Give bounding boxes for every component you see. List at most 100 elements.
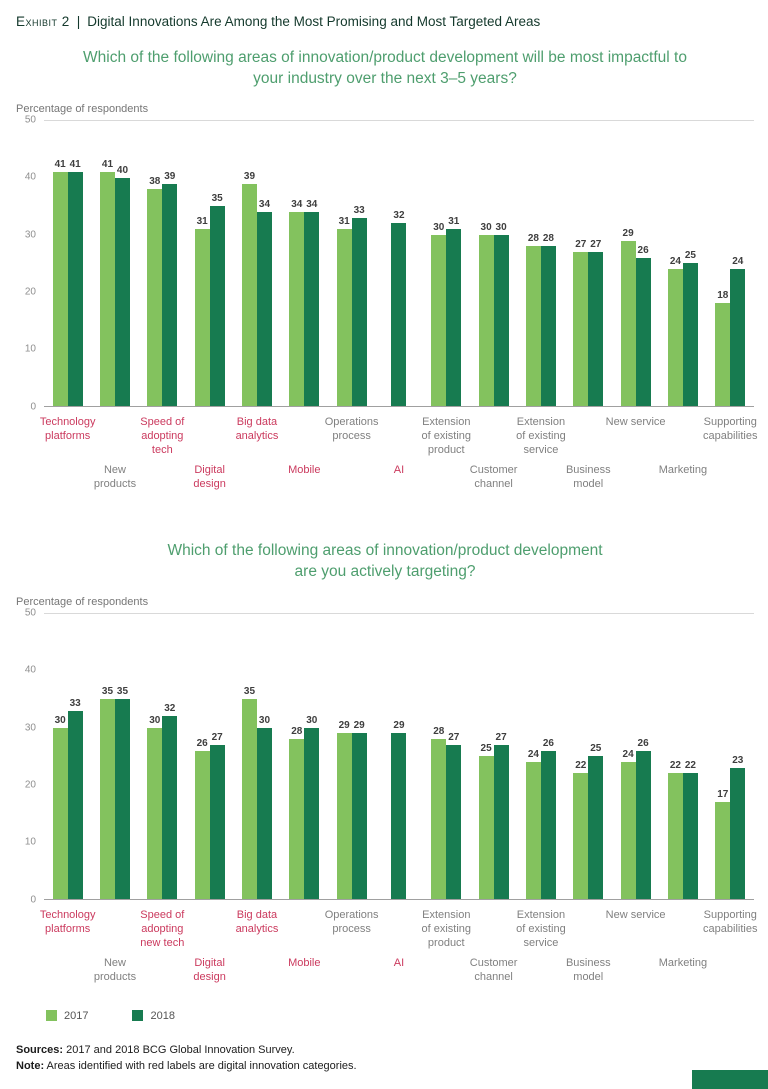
x-category-cell: Supporting capabilities <box>703 407 757 509</box>
x-category-cell: New service <box>606 900 666 1002</box>
bar-value-label: 30 <box>258 714 271 726</box>
bar-rect <box>336 229 352 406</box>
bar-2018: 30 <box>304 614 320 899</box>
bar-2018: 29 <box>391 614 407 899</box>
bar-2018: 27 <box>493 614 509 899</box>
bar-2017: 28 <box>525 121 541 406</box>
bar-2017: 31 <box>194 121 210 406</box>
x-category-cell: Extension of existing product <box>422 407 472 509</box>
bar-value-label: 28 <box>542 233 554 245</box>
bar-value-label: 25 <box>480 743 492 755</box>
x-category-cell: Customer channel <box>470 900 518 1002</box>
bar-2018: 27 <box>446 614 462 899</box>
chart-title: Which of the following areas of innovati… <box>83 49 687 87</box>
bar-rect <box>431 234 447 406</box>
bar-group: 30 30 <box>470 121 517 406</box>
bar-group: 38 39 <box>139 121 186 406</box>
bar-2017: 17 <box>715 614 731 899</box>
bar-2017: 18 <box>715 121 731 406</box>
bar-group: 26 27 <box>186 614 233 899</box>
bar-2018: 34 <box>256 121 272 406</box>
legend-swatch-2017 <box>46 1010 57 1022</box>
bar-rect <box>431 739 447 899</box>
category-label: Supporting capabilities <box>703 908 758 935</box>
bar-group: 28 30 <box>281 614 328 899</box>
chart-title: Which of the following areas of innovati… <box>167 541 603 580</box>
bar-value-label: 24 <box>622 748 634 760</box>
bar-rect <box>635 750 651 899</box>
bar-value-label: 24 <box>527 748 539 760</box>
y-tick-label: 50 <box>24 114 36 126</box>
bar-group: 24 25 <box>659 121 706 406</box>
bar-2017: 30 <box>147 614 163 899</box>
bar-group: 18 24 <box>707 121 754 406</box>
bar-rect <box>147 189 163 406</box>
bar-value-label: 41 <box>69 159 81 171</box>
bar-2017: 26 <box>194 614 210 899</box>
bar-2017: 31 <box>336 121 352 406</box>
bar-value-label: 33 <box>353 204 365 216</box>
exhibit-number: Exhibit 2 <box>16 14 70 29</box>
bar-2017: 24 <box>667 121 683 406</box>
category-label: Supporting capabilities <box>703 415 758 443</box>
category-label: Business model <box>565 956 611 983</box>
category-label: Business model <box>565 463 611 491</box>
bar-value-label: 29 <box>622 227 634 239</box>
bar-rect <box>194 229 210 406</box>
bar-2017: 38 <box>147 121 163 406</box>
bar-2017: 27 <box>573 121 589 406</box>
bar-rect <box>588 251 604 406</box>
bar-2018: 26 <box>635 121 651 406</box>
category-label: Operations process <box>324 908 379 935</box>
category-label-digital: Technology platforms <box>39 908 96 935</box>
bar-2018: 35 <box>114 614 130 899</box>
exhibit-header: Exhibit 2 | Digital Innovations Are Amon… <box>16 14 754 29</box>
bar-2018: 35 <box>209 121 225 406</box>
bar-value-label: 22 <box>575 760 587 772</box>
bar-2018: 30 <box>256 614 272 899</box>
legend-item-2018: 2018 <box>132 1010 175 1022</box>
bar-rect <box>667 773 683 899</box>
bar-value-label: 34 <box>291 199 303 211</box>
bar-rect <box>67 172 83 406</box>
y-axis: 0 10 20 30 40 50 <box>16 114 44 412</box>
bar-rect <box>289 212 305 406</box>
bar-value-label: 32 <box>393 210 405 222</box>
bar-2018: 41 <box>67 121 83 406</box>
bar-value-label: 28 <box>527 233 539 245</box>
bar-rect <box>682 773 698 899</box>
bar-2017: 35 <box>241 614 257 899</box>
bar-value-label: 33 <box>69 697 81 709</box>
category-label-digital: Big data analytics <box>235 415 279 443</box>
bar-rect <box>304 212 320 406</box>
bar-value-label: 30 <box>495 221 507 233</box>
bar-value-label: 28 <box>433 726 445 738</box>
bar-2017: 30 <box>478 121 494 406</box>
x-category-cell: Operations process <box>325 900 379 1002</box>
bar-2017: 39 <box>241 121 257 406</box>
bar-group: 35 35 <box>91 614 138 899</box>
bar-2018: 27 <box>209 614 225 899</box>
bar-group: 41 40 <box>91 121 138 406</box>
category-label: Extension of existing service <box>516 908 566 950</box>
bar-value-label: 17 <box>717 788 729 800</box>
bar-value-label: 35 <box>116 686 129 698</box>
bar-value-label: 26 <box>196 737 208 749</box>
bar-2017: 35 <box>99 614 115 899</box>
bar-2018: 30 <box>493 121 509 406</box>
category-label: Marketing <box>658 463 708 476</box>
x-category-cell: New products <box>91 900 138 1002</box>
plot-area: 30 33 35 35 30 32 26 27 35 30 28 30 29 29 29 28 27 25 27 24… <box>44 612 754 900</box>
bar-value-label: 41 <box>54 159 66 171</box>
bar-value-label: 27 <box>448 731 460 743</box>
bar-value-label: 31 <box>448 216 460 228</box>
bar-2018: 29 <box>351 614 367 899</box>
bar-2017: 30 <box>431 121 447 406</box>
x-category-cell: Mobile <box>281 407 328 509</box>
x-category-cell: Marketing <box>659 407 707 509</box>
x-category-cell: Extension of existing service <box>516 407 566 509</box>
category-label: Customer channel <box>469 463 518 491</box>
bar-rect <box>289 739 305 899</box>
bar-value-label: 25 <box>590 743 602 755</box>
bar-rect <box>730 767 746 899</box>
